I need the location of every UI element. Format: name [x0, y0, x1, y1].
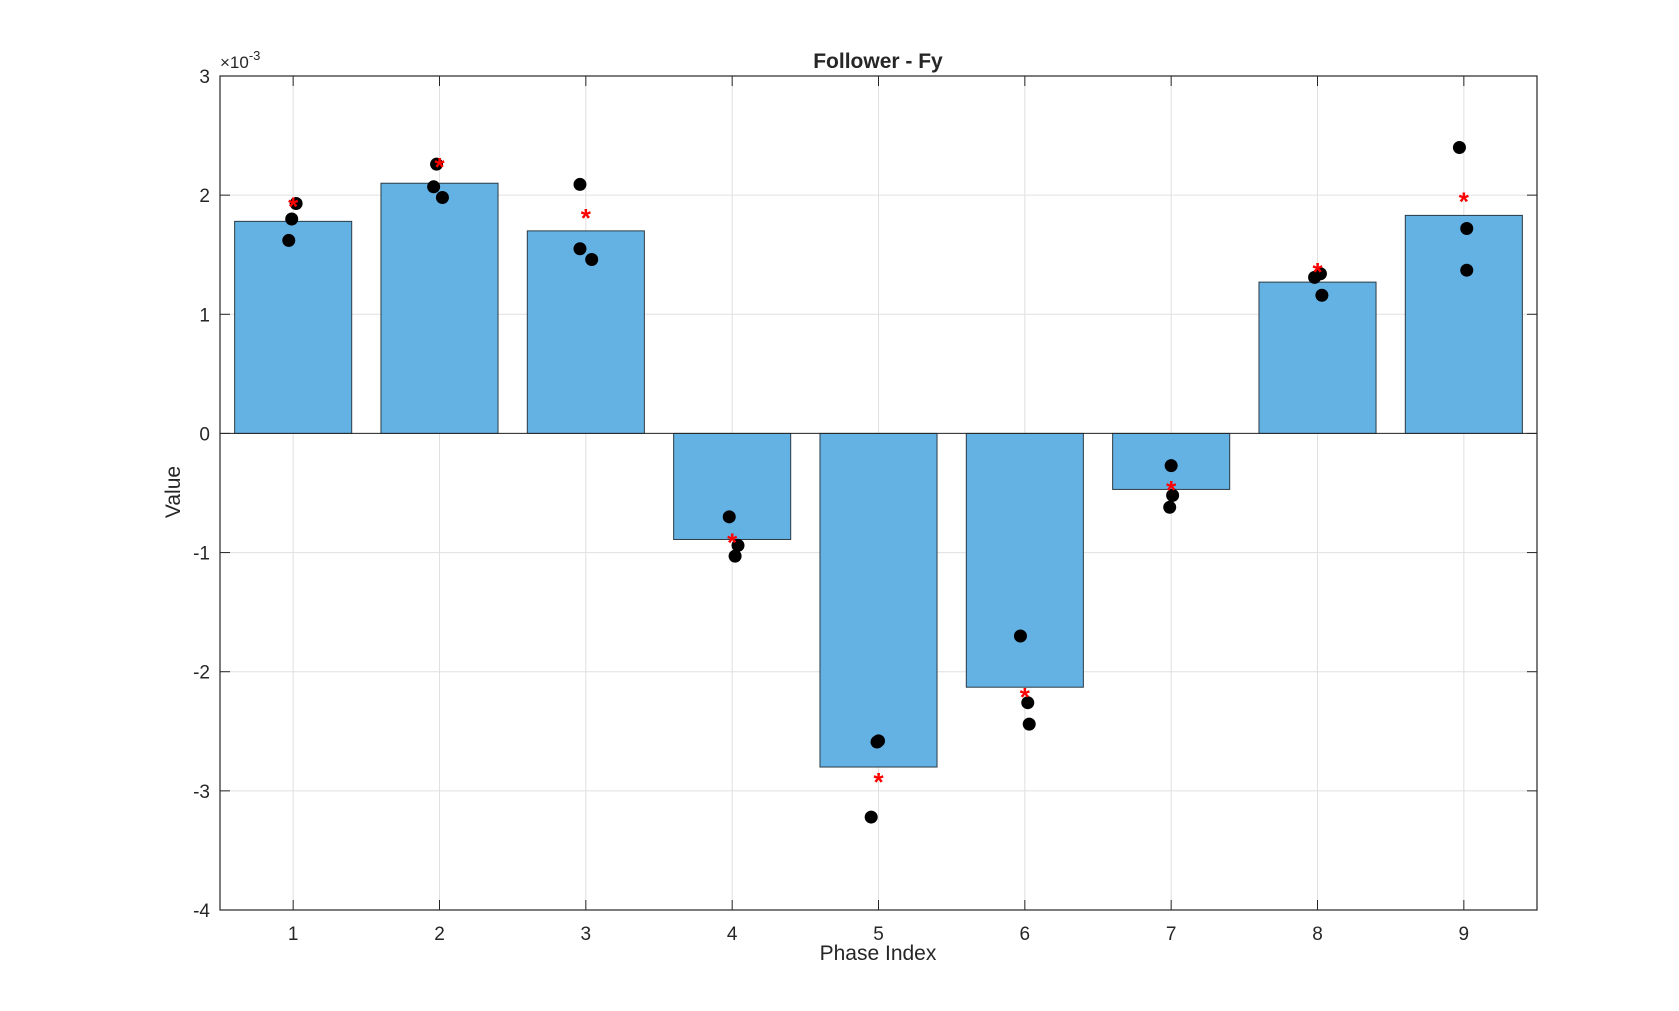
y-tick-label: -2 — [193, 663, 210, 684]
y-tick-label: 1 — [199, 305, 210, 326]
data-point — [1022, 717, 1036, 731]
mean-marker-6: * — [1020, 682, 1031, 712]
x-tick-label: 4 — [727, 924, 738, 945]
bar-3 — [526, 230, 645, 434]
data-point — [872, 734, 885, 748]
y-exponent-base: ×10 — [220, 53, 249, 72]
bar-5 — [819, 432, 938, 768]
mean-marker-8: * — [1312, 257, 1323, 287]
bar-6 — [965, 432, 1084, 688]
mean-marker-4: * — [727, 527, 738, 557]
data-point — [864, 810, 878, 824]
data-point — [289, 196, 303, 210]
data-point — [1460, 263, 1474, 277]
y-tick-label: -3 — [193, 782, 210, 803]
data-point — [1021, 696, 1035, 710]
x-tick-label: 8 — [1312, 924, 1323, 945]
x-tick-label: 6 — [1020, 924, 1031, 945]
mean-marker-7: * — [1166, 475, 1177, 505]
data-point — [1164, 459, 1178, 473]
y-exponent-power: -3 — [249, 48, 261, 63]
bar-2 — [380, 182, 499, 434]
data-point — [430, 157, 444, 171]
bars — [234, 182, 1523, 768]
y-tick-label: 2 — [199, 186, 210, 207]
mean-marker-5: * — [873, 767, 884, 797]
mean-marker-2: * — [434, 152, 445, 182]
data-points — [282, 140, 1474, 824]
x-tick-label: 9 — [1459, 924, 1470, 945]
data-point — [1460, 222, 1474, 236]
x-tick-label: 7 — [1166, 924, 1177, 945]
data-point — [1166, 488, 1180, 502]
bar-9 — [1404, 214, 1523, 434]
data-point — [728, 549, 742, 563]
y-exponent-label: ×10-3 — [220, 48, 260, 72]
x-tick-label: 2 — [434, 924, 445, 945]
data-point — [1313, 267, 1327, 281]
x-tick-label: 5 — [873, 924, 884, 945]
y-tick-labels: -4 -3 -2 -1 0 1 2 3 — [193, 67, 210, 922]
data-point — [573, 177, 587, 191]
data-point — [573, 242, 587, 256]
mean-markers: * * * * * * * * * — [288, 152, 1470, 797]
y-tick-label: -1 — [193, 544, 210, 565]
y-tick-label: -4 — [193, 901, 210, 922]
mean-marker-9: * — [1459, 187, 1470, 217]
data-point — [1163, 500, 1177, 514]
data-point — [722, 510, 736, 524]
x-tick-label: 1 — [288, 924, 299, 945]
data-point — [285, 212, 299, 226]
mean-marker-1: * — [288, 191, 299, 221]
x-axis-label: Phase Index — [820, 942, 937, 965]
bar-1 — [234, 220, 353, 434]
data-point — [282, 233, 296, 247]
data-point — [427, 180, 441, 194]
chart-title: Follower - Fy — [813, 50, 943, 73]
data-point — [1315, 288, 1329, 302]
bar-8 — [1258, 281, 1377, 434]
axis-ticks — [220, 75, 1537, 911]
x-tick-label: 3 — [581, 924, 592, 945]
data-point — [731, 538, 745, 552]
mean-marker-3: * — [581, 203, 592, 233]
data-point — [435, 191, 449, 205]
bar-4 — [673, 432, 792, 540]
y-axis-label: Value — [162, 466, 185, 518]
data-point — [585, 252, 599, 266]
data-point — [1452, 140, 1466, 154]
data-point — [1013, 629, 1027, 643]
x-tick-labels: 1 2 3 4 5 6 7 8 9 — [288, 924, 1469, 945]
y-tick-label: 0 — [199, 424, 210, 445]
y-tick-label: 3 — [199, 67, 210, 88]
